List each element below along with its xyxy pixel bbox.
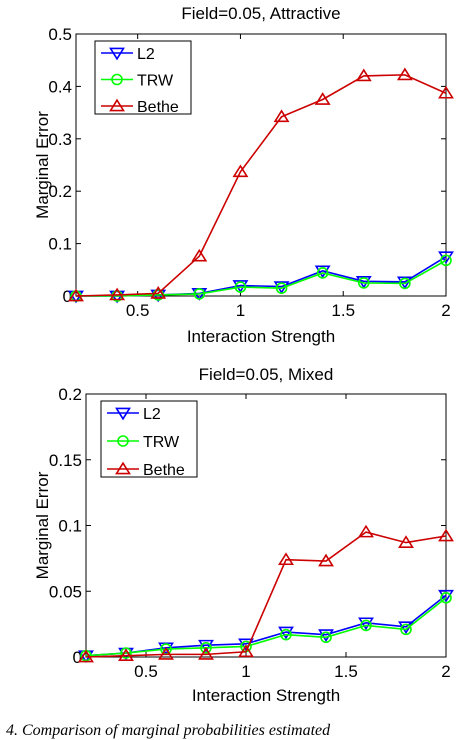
legend-swatch-marker xyxy=(111,73,123,86)
data-point-bethe xyxy=(314,92,331,105)
data-point-bethe xyxy=(273,109,290,123)
data-point-l2 xyxy=(278,626,294,640)
legend-swatch-marker xyxy=(109,47,125,61)
x-tick-label: 1.5 xyxy=(334,662,358,681)
y-tick-label: 0.05 xyxy=(49,582,82,601)
legend-label-l2: L2 xyxy=(137,46,155,63)
x-axis-label: Interaction Strength xyxy=(192,686,340,705)
data-point-trw xyxy=(440,254,452,267)
data-point-l2 xyxy=(358,617,374,631)
data-point-trw xyxy=(357,277,370,289)
figure-caption: 4. Comparison of marginal probabilities … xyxy=(6,722,331,739)
series-line-bethe xyxy=(75,74,447,297)
legend: L2 TRW Bethe xyxy=(94,40,192,116)
legend-swatch-marker xyxy=(115,461,131,475)
data-point-trw xyxy=(275,282,288,294)
data-point-trw xyxy=(200,641,212,654)
y-tick-label: 0 xyxy=(73,648,82,667)
data-point-l2 xyxy=(318,629,334,643)
x-tick-label: 1.5 xyxy=(331,301,355,320)
legend-label-trw: TRW xyxy=(143,434,180,451)
legend-label-l2: L2 xyxy=(143,406,161,423)
data-point-bethe xyxy=(398,535,414,548)
legend-label-bethe: Bethe xyxy=(143,462,185,479)
data-point-trw xyxy=(440,592,452,604)
data-point-bethe xyxy=(318,553,334,567)
x-tick-label: 1 xyxy=(236,301,245,320)
data-point-trw xyxy=(399,277,411,290)
y-tick-label: 0.3 xyxy=(48,130,72,149)
x-tick-label: 0.5 xyxy=(134,662,158,681)
chart-title: Field=0.05, Attractive xyxy=(181,4,340,23)
series-line-bethe xyxy=(85,531,447,658)
y-tick-label: 0 xyxy=(63,287,72,306)
y-axis-label: Marginal Error xyxy=(33,471,52,579)
data-point-trw xyxy=(400,623,412,636)
x-tick-label: 0.5 xyxy=(126,301,150,320)
legend: L2 TRW Bethe xyxy=(100,400,198,479)
data-point-bethe xyxy=(355,68,372,82)
x-axis-label: Interaction Strength xyxy=(187,327,335,346)
data-point-bethe xyxy=(238,644,254,658)
chart-panel-2: Field=0.05, Mixed 0 0.05 0.1 0.15 0.2 0.5 1 1.5 2… xyxy=(33,365,454,705)
x-tick-label: 2 xyxy=(441,662,450,681)
data-point-bethe xyxy=(78,649,94,663)
data-point-trw xyxy=(280,628,292,641)
data-point-l2 xyxy=(314,265,331,279)
data-point-bethe xyxy=(191,248,208,262)
data-point-bethe xyxy=(68,288,84,302)
data-point-bethe xyxy=(198,647,214,660)
data-point-bethe xyxy=(358,524,374,538)
data-point-trw xyxy=(320,631,332,644)
legend-swatch-marker xyxy=(117,435,129,447)
chart-panel-1: Field=0.05, Attractive 0 0.1 0.2 0.3 0.4 0.5 0.… xyxy=(33,4,454,346)
y-tick-label: 0.2 xyxy=(58,385,82,404)
data-point-bethe xyxy=(118,648,134,662)
x-tick-label: 1 xyxy=(241,662,250,681)
y-tick-label: 0.15 xyxy=(49,451,82,470)
series-line-trw xyxy=(76,259,447,297)
data-point-l2 xyxy=(438,589,454,603)
y-axis-label: Marginal Error xyxy=(33,111,52,219)
y-tick-label: 0.4 xyxy=(48,77,72,96)
data-point-bethe xyxy=(109,287,126,301)
data-point-bethe xyxy=(158,647,174,660)
data-point-trw xyxy=(360,619,372,632)
data-point-l2 xyxy=(198,639,214,653)
legend-swatch-marker xyxy=(115,407,131,421)
y-tick-label: 0.1 xyxy=(48,235,72,254)
series-line-trw xyxy=(85,597,447,657)
legend-swatch-marker xyxy=(109,98,125,112)
data-point-bethe xyxy=(438,85,454,99)
data-point-bethe xyxy=(396,67,413,81)
legend-label-bethe: Bethe xyxy=(137,99,179,116)
data-point-trw xyxy=(193,288,206,300)
y-tick-label: 0.5 xyxy=(48,25,72,44)
y-tick-label: 0.2 xyxy=(48,182,72,201)
data-point-bethe xyxy=(232,164,249,178)
data-point-l2 xyxy=(232,280,249,293)
x-tick-label: 2 xyxy=(441,301,450,320)
data-point-bethe xyxy=(438,528,454,542)
data-point-trw xyxy=(234,281,247,293)
data-point-bethe xyxy=(278,552,294,566)
legend-label-trw: TRW xyxy=(137,73,174,90)
data-point-trw xyxy=(316,267,329,279)
data-point-trw xyxy=(120,647,132,659)
y-tick-label: 0.1 xyxy=(58,517,82,536)
chart-title: Field=0.05, Mixed xyxy=(199,365,334,384)
data-point-bethe xyxy=(150,286,167,299)
